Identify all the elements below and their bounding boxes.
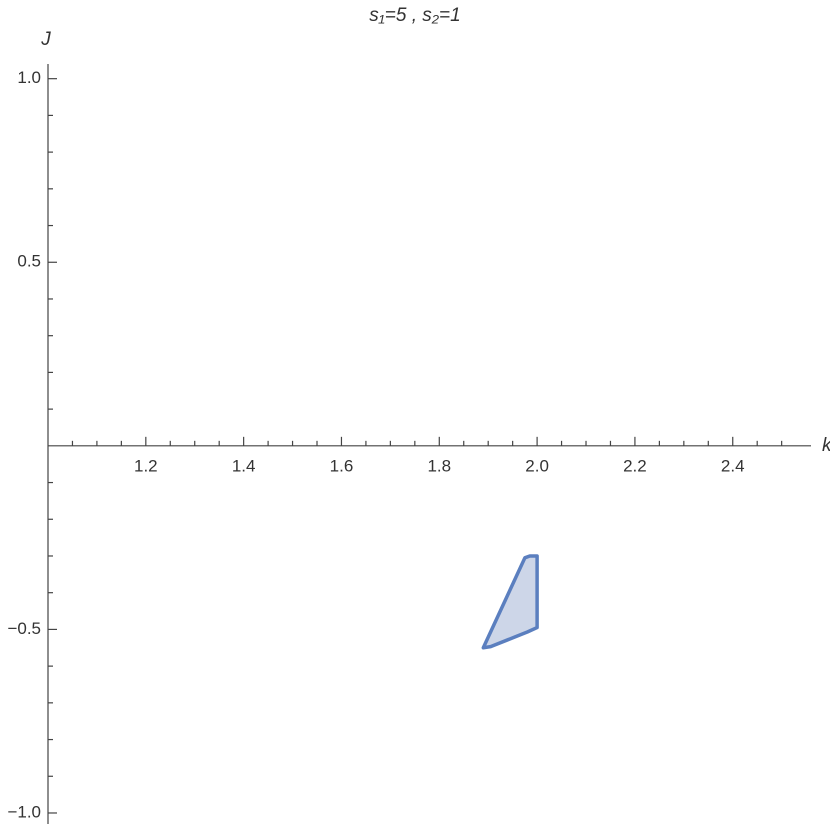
y-axis-label: J bbox=[40, 29, 51, 50]
x-axis-label: k bbox=[822, 435, 830, 456]
x-tick-label: 2.2 bbox=[623, 456, 647, 475]
region bbox=[481, 554, 539, 650]
x-tick-label: 2.4 bbox=[721, 456, 745, 475]
y-tick-label: 1.0 bbox=[17, 68, 41, 87]
x-tick-label: 1.6 bbox=[330, 456, 354, 475]
x-tick-label: 2.0 bbox=[525, 456, 549, 475]
x-tick-label: 1.4 bbox=[232, 456, 256, 475]
y-tick-label: −1.0 bbox=[7, 802, 41, 821]
x-tick-label: 1.8 bbox=[427, 456, 451, 475]
y-tick-label: 0.5 bbox=[17, 252, 41, 271]
chart-title: s₁=5 , s₂=1 bbox=[369, 5, 460, 26]
x-tick-label: 1.2 bbox=[134, 456, 158, 475]
y-tick-label: −0.5 bbox=[7, 619, 41, 638]
